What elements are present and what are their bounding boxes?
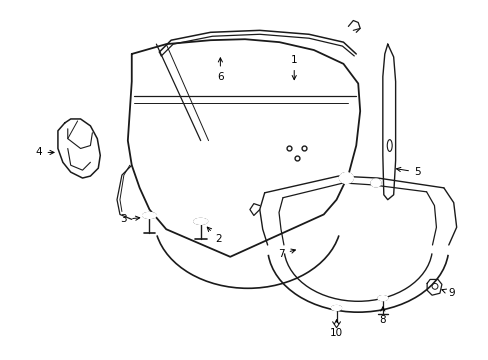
Text: 8: 8	[379, 307, 386, 325]
Text: 2: 2	[207, 227, 221, 244]
Ellipse shape	[377, 296, 387, 301]
Text: 9: 9	[441, 288, 454, 298]
Text: 1: 1	[290, 55, 297, 80]
Ellipse shape	[339, 172, 352, 184]
Text: 5: 5	[396, 167, 420, 177]
Text: 3: 3	[121, 215, 140, 224]
Ellipse shape	[370, 179, 380, 187]
Ellipse shape	[331, 306, 341, 310]
Text: 6: 6	[217, 58, 223, 82]
Ellipse shape	[193, 219, 207, 224]
Text: 7: 7	[278, 249, 295, 259]
Text: 4: 4	[36, 148, 54, 157]
Ellipse shape	[142, 212, 156, 219]
Text: 10: 10	[329, 320, 343, 338]
